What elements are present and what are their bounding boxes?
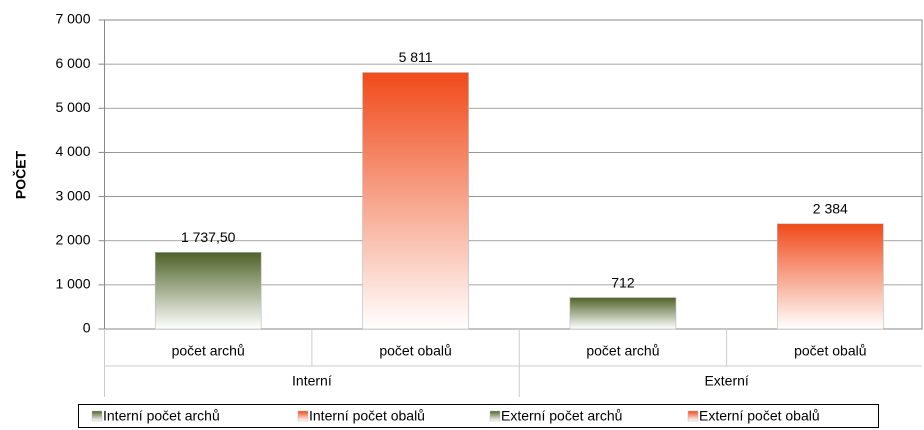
data-label: 5 811 <box>399 49 433 65</box>
bar <box>154 252 262 330</box>
data-label: 2 384 <box>813 200 848 216</box>
y-axis-title: POČET <box>12 150 29 199</box>
group-label: Externí <box>704 373 748 389</box>
y-tick-label: 2 000 <box>55 231 90 247</box>
y-tick-label: 6 000 <box>55 55 90 71</box>
y-tick-label: 1 000 <box>55 276 90 292</box>
legend-label: Externí počet obalů <box>699 408 820 424</box>
y-tick-label: 0 <box>83 320 91 336</box>
legend-label: Interní počet archů <box>103 408 220 424</box>
bar <box>569 297 677 330</box>
x-tick-label: počet obalů <box>379 343 451 359</box>
x-tick-label: počet obalů <box>794 343 866 359</box>
legend-swatch <box>687 410 699 422</box>
legend-label: Externí počet archů <box>501 408 622 424</box>
y-tick-label: 4 000 <box>55 143 90 159</box>
legend-swatch <box>489 410 501 422</box>
x-tick-label: počet archů <box>172 343 245 359</box>
legend-label: Interní počet obalů <box>309 408 425 424</box>
x-tick-label: počet archů <box>586 343 659 359</box>
data-label: 1 737,50 <box>181 229 236 245</box>
legend-box <box>78 404 879 428</box>
data-label: 712 <box>611 274 635 290</box>
y-tick-label: 7 000 <box>55 11 90 27</box>
legend-swatch <box>91 410 103 422</box>
bar <box>777 223 884 330</box>
y-tick-label: 3 000 <box>55 187 90 203</box>
legend-swatch <box>297 410 309 422</box>
bar <box>362 72 469 330</box>
plot-border <box>104 19 923 330</box>
y-tick-label: 5 000 <box>55 99 90 115</box>
group-label: Interní <box>292 373 332 389</box>
